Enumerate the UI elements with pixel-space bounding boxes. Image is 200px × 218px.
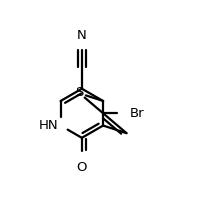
Text: O: O xyxy=(77,161,87,174)
Text: N: N xyxy=(77,29,87,42)
Text: S: S xyxy=(76,86,84,99)
Text: HN: HN xyxy=(39,119,59,132)
Text: Br: Br xyxy=(130,107,145,120)
